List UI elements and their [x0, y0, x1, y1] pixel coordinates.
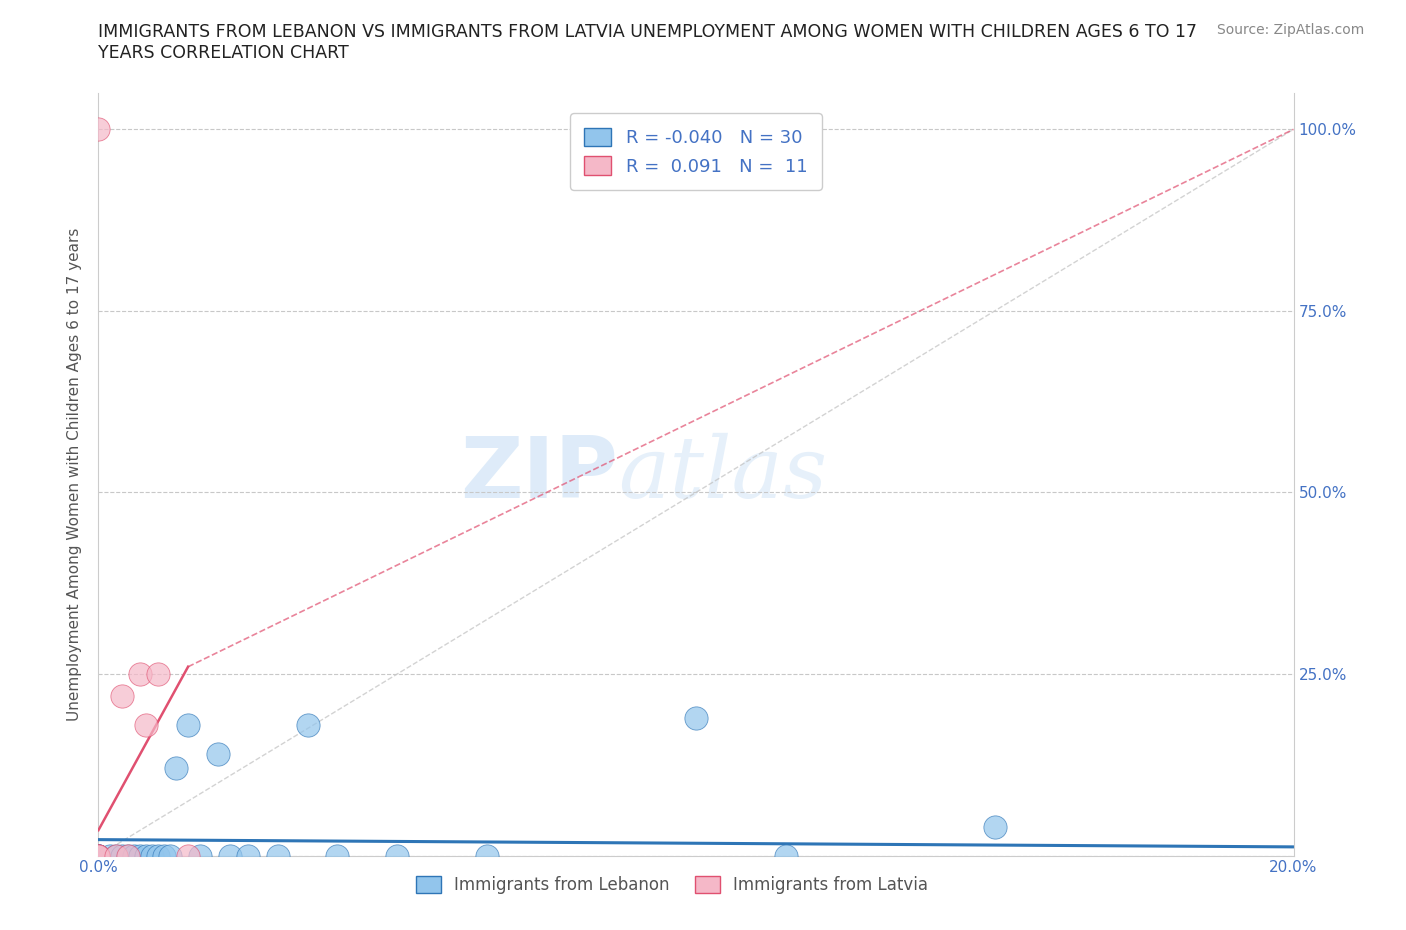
- Point: [236, 848, 259, 863]
- Text: atlas: atlas: [619, 433, 827, 515]
- Point: [87, 848, 110, 863]
- Point: [87, 848, 110, 863]
- Point: [87, 848, 110, 863]
- Point: [775, 848, 797, 863]
- Point: [111, 688, 134, 703]
- Point: [475, 848, 498, 863]
- Point: [111, 848, 134, 863]
- Y-axis label: Unemployment Among Women with Children Ages 6 to 17 years: Unemployment Among Women with Children A…: [67, 228, 83, 721]
- Point: [87, 122, 110, 137]
- Point: [685, 711, 707, 725]
- Point: [117, 848, 139, 863]
- Point: [135, 717, 157, 732]
- Point: [267, 848, 290, 863]
- Point: [124, 848, 146, 863]
- Point: [177, 717, 200, 732]
- Point: [87, 848, 110, 863]
- Point: [153, 848, 176, 863]
- Point: [87, 848, 110, 863]
- Text: YEARS CORRELATION CHART: YEARS CORRELATION CHART: [98, 44, 349, 61]
- Point: [87, 848, 110, 863]
- Text: IMMIGRANTS FROM LEBANON VS IMMIGRANTS FROM LATVIA UNEMPLOYMENT AMONG WOMEN WITH : IMMIGRANTS FROM LEBANON VS IMMIGRANTS FR…: [98, 23, 1198, 41]
- Point: [129, 667, 152, 682]
- Point: [87, 848, 110, 863]
- Point: [148, 848, 170, 863]
- Point: [207, 747, 229, 762]
- Text: ZIP: ZIP: [461, 432, 619, 516]
- Point: [105, 848, 128, 863]
- Point: [87, 848, 110, 863]
- Point: [148, 667, 170, 682]
- Point: [129, 848, 152, 863]
- Point: [984, 819, 1007, 834]
- Point: [117, 848, 139, 863]
- Point: [385, 848, 409, 863]
- Legend: Immigrants from Lebanon, Immigrants from Latvia: Immigrants from Lebanon, Immigrants from…: [409, 870, 935, 900]
- Point: [135, 848, 157, 863]
- Point: [188, 848, 211, 863]
- Point: [177, 848, 200, 863]
- Point: [297, 717, 319, 732]
- Text: Source: ZipAtlas.com: Source: ZipAtlas.com: [1216, 23, 1364, 37]
- Point: [159, 848, 181, 863]
- Point: [105, 848, 128, 863]
- Point: [141, 848, 163, 863]
- Point: [326, 848, 349, 863]
- Point: [219, 848, 242, 863]
- Point: [165, 761, 187, 776]
- Point: [98, 848, 122, 863]
